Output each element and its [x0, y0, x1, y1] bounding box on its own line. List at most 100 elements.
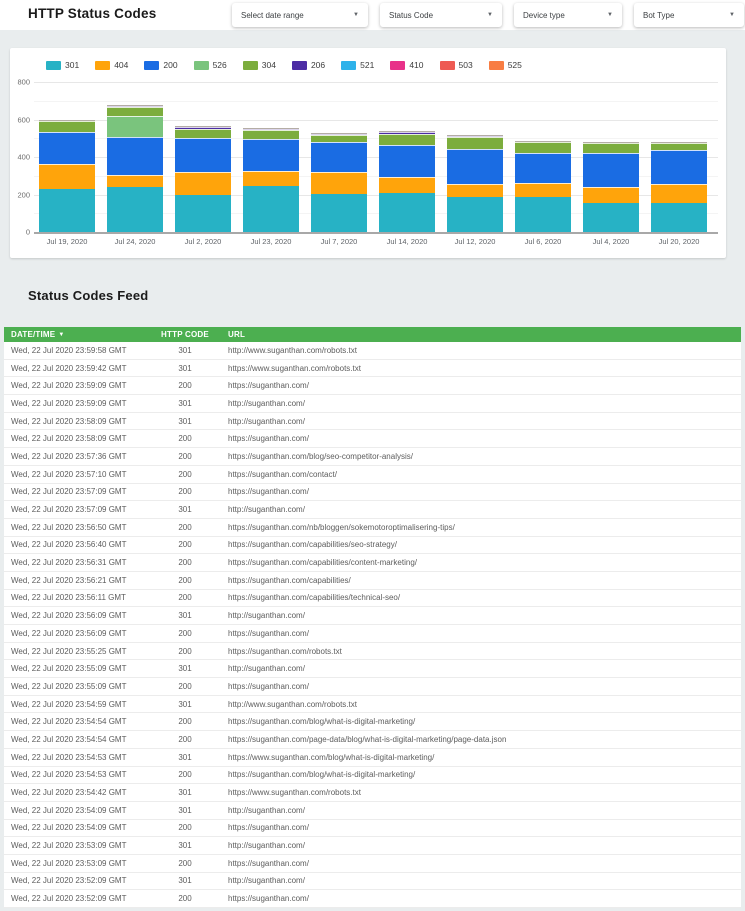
bar-segment-206[interactable]: [243, 129, 299, 131]
bar-segment-200[interactable]: [379, 145, 435, 177]
stacked-bar[interactable]: [107, 105, 163, 232]
legend-item[interactable]: 304: [242, 60, 276, 70]
x-axis-tick-label: Jul 7, 2020: [320, 237, 358, 246]
stacked-bar[interactable]: [447, 135, 503, 232]
cell-datetime: Wed, 22 Jul 2020 23:57:09 GMT: [11, 487, 127, 497]
cell-url: https://suganthan.com/: [228, 894, 309, 904]
bar-segment-206[interactable]: [175, 127, 231, 129]
table-row: Wed, 22 Jul 2020 23:54:09 GMT 301 http:/…: [4, 801, 741, 820]
stacked-bar[interactable]: [515, 140, 571, 232]
filter-dropdown[interactable]: Select date range ▼: [232, 3, 368, 27]
cell-datetime: Wed, 22 Jul 2020 23:57:09 GMT: [11, 505, 127, 515]
cell-datetime: Wed, 22 Jul 2020 23:53:09 GMT: [11, 858, 127, 868]
status-codes-feed-table: DATE/TIME ▼ HTTP CODE URL Wed, 22 Jul 20…: [4, 327, 741, 908]
bar-segment-404[interactable]: [379, 176, 435, 193]
table-row: Wed, 22 Jul 2020 23:56:09 GMT 200 https:…: [4, 625, 741, 643]
bar-segment-404[interactable]: [175, 172, 231, 195]
cell-url: https://suganthan.com/blog/seo-competito…: [228, 451, 413, 461]
bar-segment-206[interactable]: [107, 106, 163, 108]
bar-segment-301[interactable]: [107, 187, 163, 232]
legend-item[interactable]: 521: [341, 60, 374, 70]
bar-segment-404[interactable]: [515, 183, 571, 197]
chevron-down-icon: ▼: [729, 12, 735, 18]
bar-segment-404[interactable]: [447, 183, 503, 197]
bar-segment-206[interactable]: [311, 134, 367, 136]
bar-segment-301[interactable]: [651, 202, 707, 232]
filter-dropdown[interactable]: Bot Type ▼: [634, 3, 744, 27]
bar-segment-200[interactable]: [515, 152, 571, 184]
stacked-bar[interactable]: [651, 141, 707, 232]
stacked-bar[interactable]: [39, 119, 95, 232]
bar-segment-404[interactable]: [107, 174, 163, 187]
stacked-bar[interactable]: [583, 142, 639, 232]
bar-segment-404[interactable]: [39, 163, 95, 189]
stacked-bar[interactable]: [311, 133, 367, 232]
stacked-bar[interactable]: [175, 126, 231, 232]
filter-dropdown-label: Select date range: [241, 10, 304, 20]
legend-item[interactable]: 410: [390, 60, 424, 70]
legend-item[interactable]: 200: [144, 60, 178, 70]
bar-segment-301[interactable]: [515, 196, 571, 232]
table-row: Wed, 22 Jul 2020 23:55:09 GMT 301 http:/…: [4, 660, 741, 679]
bar-segment-304[interactable]: [243, 130, 299, 140]
legend-item[interactable]: 301: [46, 60, 79, 70]
bar-segment-404[interactable]: [311, 172, 367, 194]
cell-httpcode: 200: [178, 681, 192, 691]
bar-segment-304[interactable]: [651, 142, 707, 151]
bar-segment-304[interactable]: [583, 143, 639, 153]
bar-segment-206[interactable]: [379, 132, 435, 135]
bar-segment-200[interactable]: [447, 149, 503, 184]
table-row: Wed, 22 Jul 2020 23:53:09 GMT 301 http:/…: [4, 837, 741, 855]
column-header-httpcode[interactable]: HTTP CODE: [161, 330, 209, 339]
legend-item[interactable]: 526: [193, 60, 227, 70]
bar-segment-304[interactable]: [175, 128, 231, 139]
bar-segment-301[interactable]: [39, 188, 95, 232]
bar-segment-200[interactable]: [107, 137, 163, 175]
bar-segment-200[interactable]: [39, 131, 95, 164]
bar-segment-304[interactable]: [107, 107, 163, 116]
stacked-bar[interactable]: [379, 131, 435, 232]
cell-url: https://suganthan.com/blog/what-is-digit…: [228, 770, 416, 780]
cell-url: http://suganthan.com/: [228, 664, 305, 674]
bar-segment-304[interactable]: [311, 135, 367, 142]
bar-segment-200[interactable]: [651, 150, 707, 184]
bar-segment-526[interactable]: [107, 115, 163, 138]
legend-label: 526: [212, 60, 227, 70]
legend-item[interactable]: 404: [95, 60, 128, 70]
cell-url: https://suganthan.com/: [228, 381, 309, 391]
bar-segment-404[interactable]: [583, 187, 639, 203]
bar-segment-301[interactable]: [311, 193, 367, 232]
x-axis-tick-label: Jul 20, 2020: [658, 237, 700, 246]
bar-segment-206[interactable]: [447, 136, 503, 138]
legend-item[interactable]: 206: [291, 60, 325, 70]
cell-httpcode: 200: [178, 469, 192, 479]
bar-segment-200[interactable]: [243, 139, 299, 171]
bar-segment-200[interactable]: [583, 152, 639, 188]
bar-segment-200[interactable]: [175, 138, 231, 172]
column-header-datetime[interactable]: DATE/TIME ▼: [4, 330, 152, 339]
filter-dropdown[interactable]: Device type ▼: [514, 3, 622, 27]
bar-segment-404[interactable]: [651, 183, 707, 203]
bar-segment-304[interactable]: [39, 120, 95, 132]
cell-httpcode: 200: [178, 858, 192, 868]
bar-segment-304[interactable]: [515, 141, 571, 153]
bar-segment-404[interactable]: [243, 170, 299, 186]
bar-segment-301[interactable]: [243, 185, 299, 232]
legend-item[interactable]: 503: [439, 60, 473, 70]
table-row: Wed, 22 Jul 2020 23:57:09 GMT 200 https:…: [4, 483, 741, 502]
bar-segment-301[interactable]: [583, 202, 639, 232]
filter-dropdown[interactable]: Status Code ▼: [380, 3, 502, 27]
bar-segment-304[interactable]: [447, 137, 503, 150]
legend-swatch-icon: [291, 60, 307, 70]
bar-segment-301[interactable]: [175, 194, 231, 232]
bar-segment-301[interactable]: [379, 192, 435, 232]
legend-label: 525: [507, 60, 522, 70]
cell-httpcode: 301: [178, 345, 192, 355]
stacked-bar[interactable]: [243, 128, 299, 232]
column-header-url[interactable]: URL: [228, 330, 246, 339]
bar-segment-301[interactable]: [447, 196, 503, 232]
bar-segment-304[interactable]: [379, 134, 435, 145]
legend-item[interactable]: 525: [488, 60, 522, 70]
cell-datetime: Wed, 22 Jul 2020 23:54:09 GMT: [11, 805, 127, 815]
bar-segment-200[interactable]: [311, 142, 367, 173]
